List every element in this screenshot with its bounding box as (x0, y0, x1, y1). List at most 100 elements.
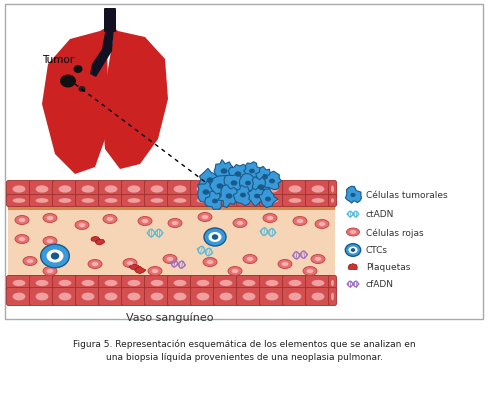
FancyBboxPatch shape (52, 288, 77, 306)
FancyBboxPatch shape (213, 195, 238, 207)
FancyBboxPatch shape (52, 181, 77, 198)
FancyBboxPatch shape (282, 288, 307, 306)
Ellipse shape (243, 255, 257, 264)
Ellipse shape (349, 231, 355, 234)
FancyBboxPatch shape (6, 288, 31, 306)
Ellipse shape (13, 186, 25, 193)
Ellipse shape (306, 269, 313, 274)
Ellipse shape (219, 199, 232, 203)
FancyBboxPatch shape (190, 181, 215, 198)
FancyBboxPatch shape (328, 195, 336, 207)
Ellipse shape (46, 216, 53, 220)
Ellipse shape (264, 197, 270, 202)
Text: una biopsia líquida provenientes de una neoplasia pulmonar.: una biopsia líquida provenientes de una … (105, 352, 382, 361)
Polygon shape (42, 28, 108, 175)
FancyBboxPatch shape (236, 195, 261, 207)
Ellipse shape (198, 213, 212, 222)
Ellipse shape (127, 293, 140, 301)
FancyBboxPatch shape (29, 181, 54, 198)
FancyBboxPatch shape (98, 195, 123, 207)
Ellipse shape (257, 185, 264, 190)
Ellipse shape (232, 219, 246, 228)
Ellipse shape (104, 280, 117, 286)
Ellipse shape (350, 248, 355, 252)
FancyBboxPatch shape (6, 276, 31, 291)
Ellipse shape (242, 293, 255, 301)
Ellipse shape (43, 214, 57, 223)
Ellipse shape (59, 280, 71, 286)
Ellipse shape (43, 237, 57, 246)
Ellipse shape (281, 262, 288, 267)
Ellipse shape (288, 199, 301, 203)
Ellipse shape (91, 262, 98, 267)
Ellipse shape (127, 280, 140, 286)
Ellipse shape (311, 280, 324, 286)
Ellipse shape (127, 199, 140, 203)
Ellipse shape (288, 293, 301, 301)
Ellipse shape (263, 214, 276, 223)
FancyBboxPatch shape (52, 195, 77, 207)
Polygon shape (204, 191, 222, 210)
Ellipse shape (268, 179, 274, 184)
Ellipse shape (104, 199, 117, 203)
FancyBboxPatch shape (328, 276, 336, 291)
Ellipse shape (227, 267, 242, 276)
Ellipse shape (43, 267, 57, 276)
Text: cfADN: cfADN (365, 280, 393, 289)
FancyBboxPatch shape (6, 181, 31, 198)
FancyBboxPatch shape (282, 276, 307, 291)
Ellipse shape (173, 280, 186, 286)
Ellipse shape (230, 181, 237, 186)
FancyBboxPatch shape (190, 276, 215, 291)
Ellipse shape (196, 186, 209, 193)
Ellipse shape (330, 186, 333, 193)
Polygon shape (214, 160, 234, 180)
Ellipse shape (266, 216, 273, 220)
Ellipse shape (208, 232, 221, 243)
Polygon shape (217, 185, 239, 208)
Bar (5, 5, 482, 319)
Polygon shape (243, 162, 261, 182)
Ellipse shape (60, 75, 76, 88)
Text: Figura 5. Representación esquemática de los elementos que se analizan en: Figura 5. Representación esquemática de … (73, 339, 414, 348)
Ellipse shape (330, 293, 333, 301)
Ellipse shape (79, 87, 85, 93)
Ellipse shape (23, 257, 37, 266)
Bar (8, 207, 334, 211)
FancyBboxPatch shape (213, 276, 238, 291)
Polygon shape (224, 173, 244, 196)
Ellipse shape (81, 293, 94, 301)
FancyBboxPatch shape (121, 181, 146, 198)
FancyBboxPatch shape (305, 195, 330, 207)
Ellipse shape (288, 280, 301, 286)
Ellipse shape (203, 258, 217, 267)
Ellipse shape (231, 269, 238, 274)
Ellipse shape (219, 293, 232, 301)
Ellipse shape (15, 216, 29, 225)
Ellipse shape (36, 186, 48, 193)
Ellipse shape (265, 199, 278, 203)
FancyBboxPatch shape (52, 276, 77, 291)
Ellipse shape (127, 186, 140, 193)
FancyBboxPatch shape (305, 181, 330, 198)
Ellipse shape (248, 169, 254, 174)
FancyBboxPatch shape (328, 288, 336, 306)
Ellipse shape (234, 172, 241, 177)
FancyBboxPatch shape (75, 181, 101, 198)
Text: Tumor: Tumor (42, 55, 74, 65)
FancyBboxPatch shape (167, 288, 192, 306)
FancyBboxPatch shape (144, 276, 169, 291)
Ellipse shape (173, 186, 186, 193)
Ellipse shape (59, 199, 71, 203)
FancyBboxPatch shape (98, 276, 123, 291)
Ellipse shape (151, 269, 158, 274)
Polygon shape (197, 181, 216, 203)
FancyBboxPatch shape (213, 288, 238, 306)
Ellipse shape (219, 186, 232, 193)
FancyBboxPatch shape (259, 288, 284, 306)
Ellipse shape (36, 280, 48, 286)
FancyBboxPatch shape (144, 288, 169, 306)
Ellipse shape (206, 178, 213, 183)
Ellipse shape (225, 194, 232, 199)
FancyBboxPatch shape (75, 195, 101, 207)
